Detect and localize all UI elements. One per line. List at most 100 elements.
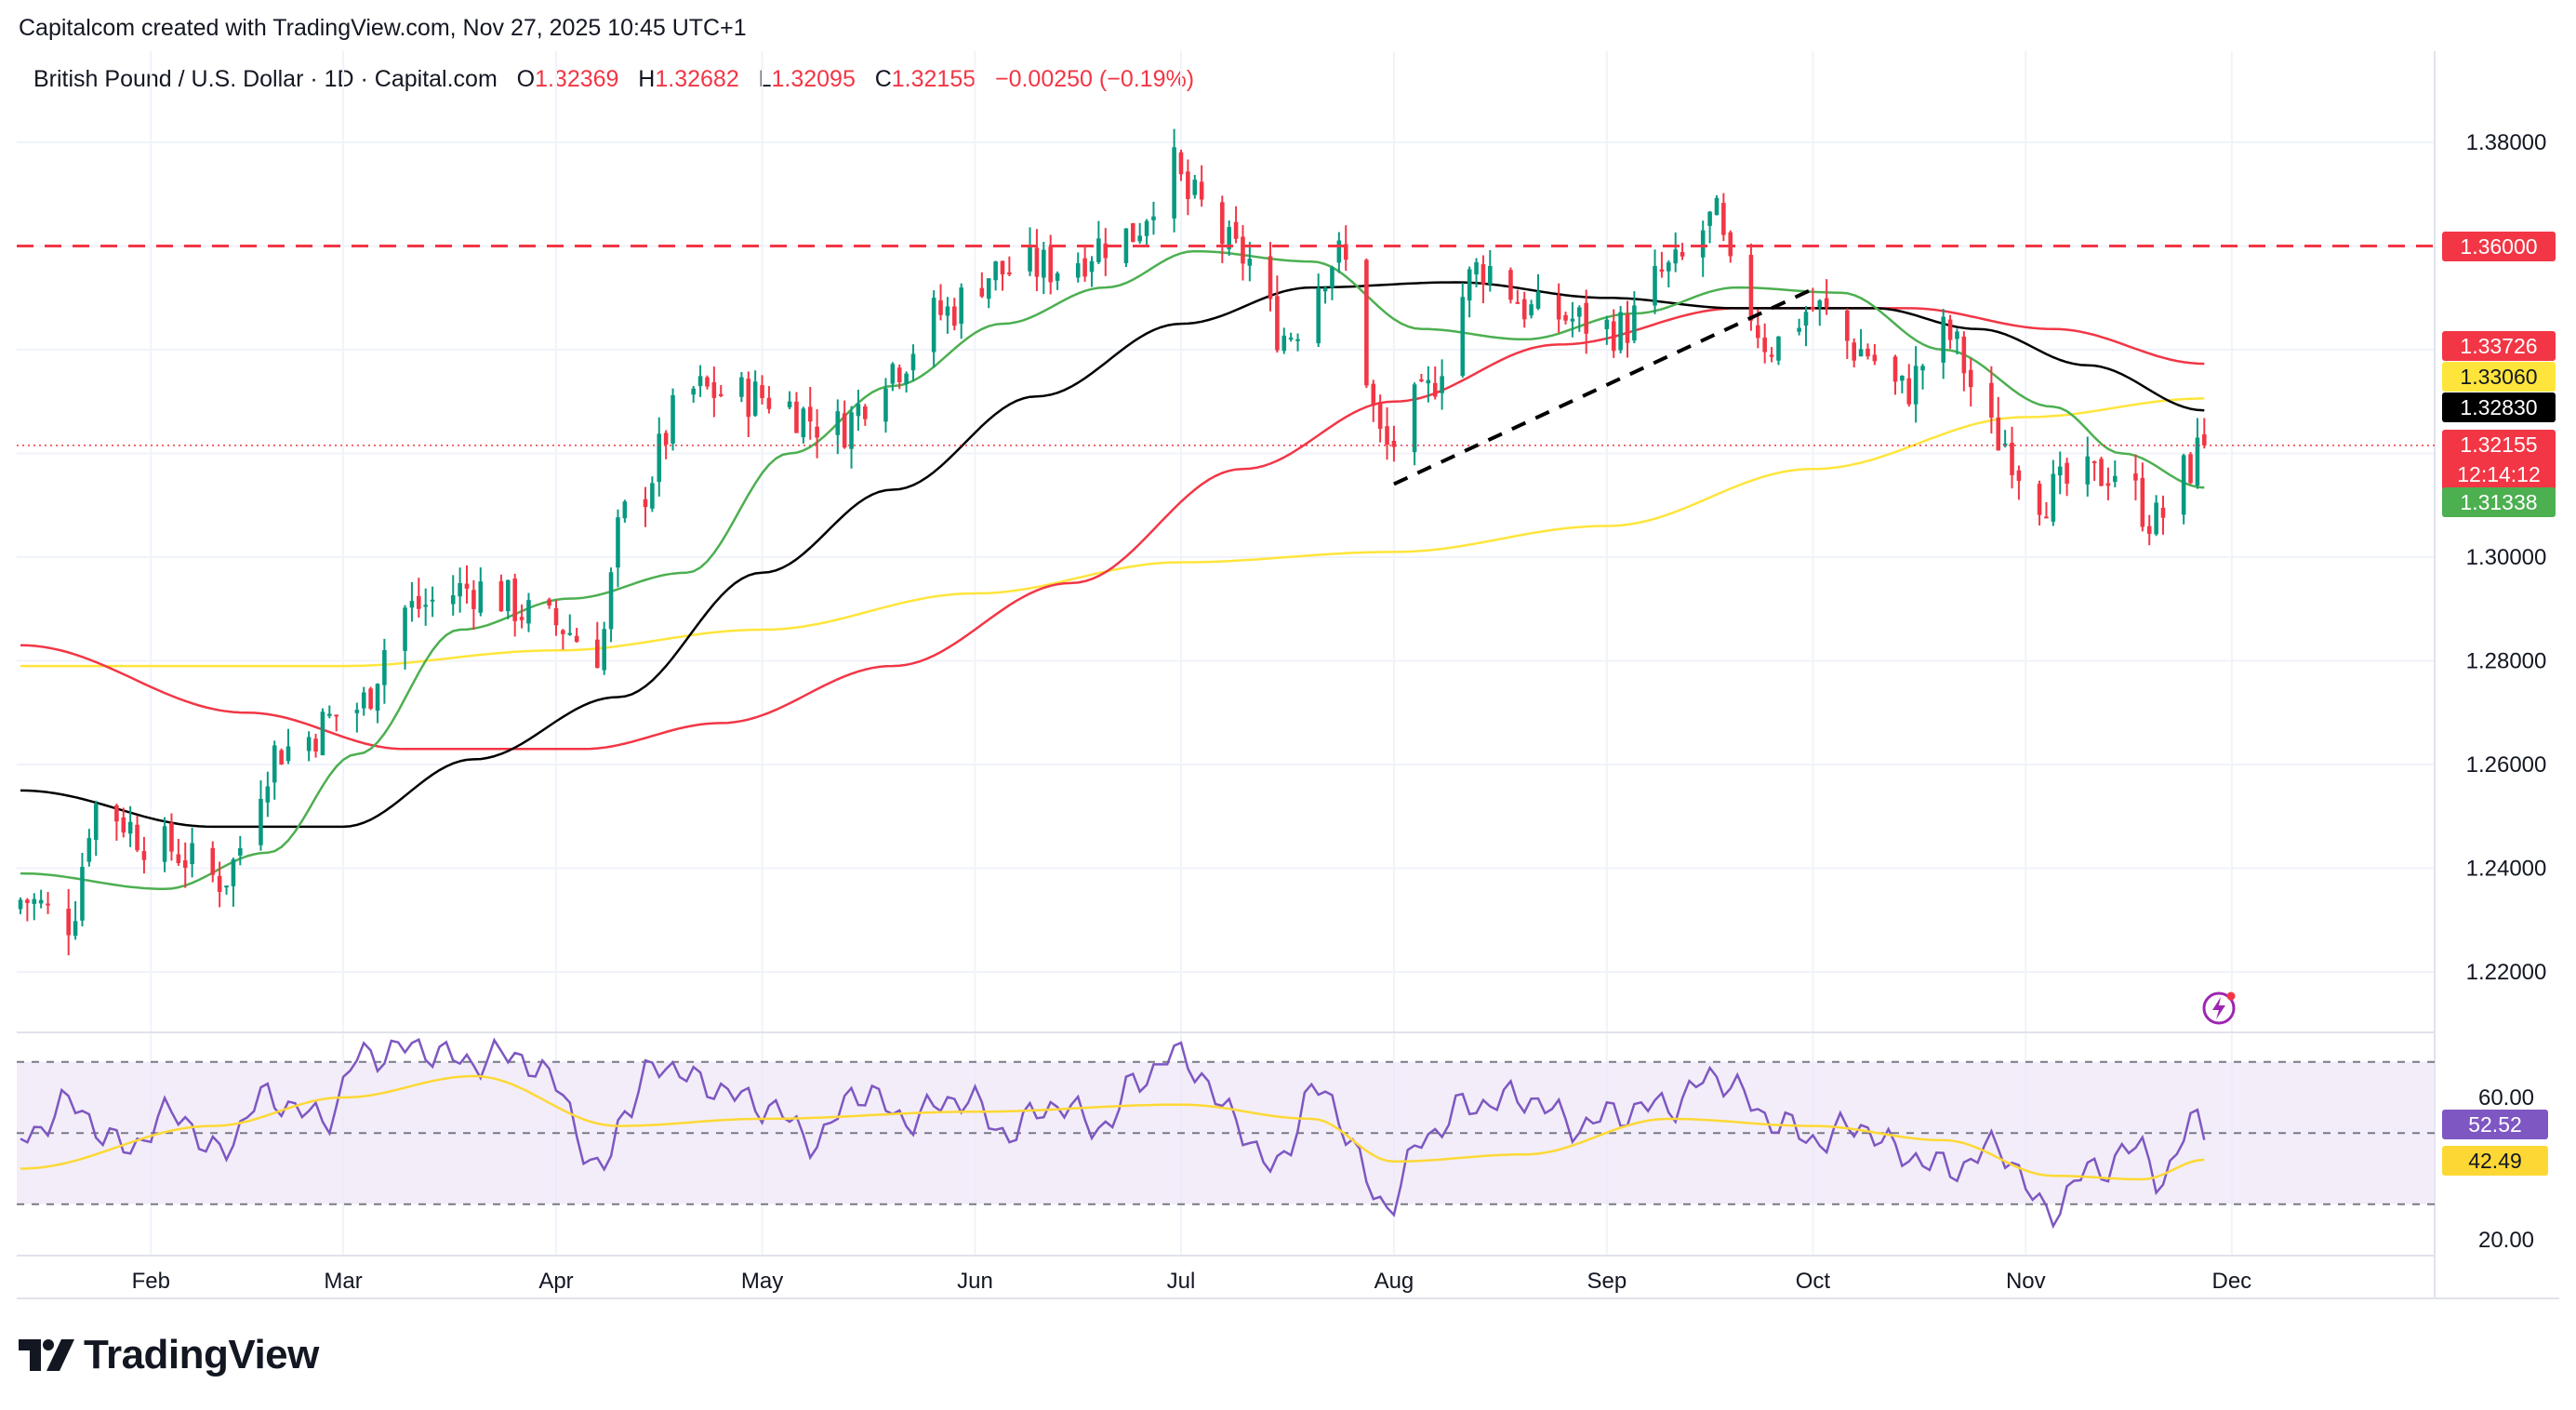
candle-body[interactable] xyxy=(574,635,579,643)
candle-body[interactable] xyxy=(1824,298,1829,308)
candle-body[interactable] xyxy=(1666,262,1671,272)
candle-body[interactable] xyxy=(1968,369,1973,388)
candle-body[interactable] xyxy=(815,426,819,438)
candle-body[interactable] xyxy=(1440,376,1444,393)
candle-body[interactable] xyxy=(1268,256,1273,299)
candle-body[interactable] xyxy=(952,306,957,326)
candle-body[interactable] xyxy=(959,287,963,325)
candle-body[interactable] xyxy=(1570,318,1575,322)
candle-body[interactable] xyxy=(691,388,696,395)
candle-body[interactable] xyxy=(1131,223,1135,243)
candle-body[interactable] xyxy=(1144,220,1149,236)
candle-body[interactable] xyxy=(1227,227,1231,249)
candle-body[interactable] xyxy=(746,379,751,418)
candle-body[interactable] xyxy=(1529,304,1534,316)
candle-body[interactable] xyxy=(1055,273,1060,281)
candle-body[interactable] xyxy=(1584,302,1588,334)
candle-body[interactable] xyxy=(904,373,909,384)
candle-body[interactable] xyxy=(2091,460,2097,463)
candle-body[interactable] xyxy=(1872,354,1878,362)
candle-body[interactable] xyxy=(1199,181,1204,200)
candle-body[interactable] xyxy=(650,483,655,509)
candle-body[interactable] xyxy=(190,843,194,865)
candle-body[interactable] xyxy=(354,710,360,713)
candle-body[interactable] xyxy=(849,412,854,449)
candle-body[interactable] xyxy=(2154,502,2158,535)
candle-body[interactable] xyxy=(2105,483,2111,486)
candle-body[interactable] xyxy=(752,381,758,416)
candle-body[interactable] xyxy=(1900,376,1905,381)
candle-body[interactable] xyxy=(1000,260,1005,275)
candle-body[interactable] xyxy=(1797,327,1801,332)
candle-body[interactable] xyxy=(1762,337,1767,352)
candle-body[interactable] xyxy=(863,406,868,419)
candle-body[interactable] xyxy=(450,595,456,605)
candle-body[interactable] xyxy=(2002,443,2008,446)
candle-body[interactable] xyxy=(1247,259,1253,266)
candle-body[interactable] xyxy=(127,821,133,834)
candle-body[interactable] xyxy=(403,607,407,651)
candle-body[interactable] xyxy=(760,385,764,399)
candle-body[interactable] xyxy=(1089,260,1095,273)
candle-body[interactable] xyxy=(945,306,950,316)
candle-body[interactable] xyxy=(608,572,614,630)
candle-body[interactable] xyxy=(1295,339,1300,341)
candle-body[interactable] xyxy=(2113,475,2118,483)
candle-body[interactable] xyxy=(2099,459,2104,486)
candle-body[interactable] xyxy=(1288,338,1294,340)
candle-body[interactable] xyxy=(553,607,559,626)
candle-body[interactable] xyxy=(1700,230,1706,258)
candle-body[interactable] xyxy=(224,885,229,888)
candle-body[interactable] xyxy=(506,579,511,612)
candle-body[interactable] xyxy=(1322,287,1328,292)
candle-body[interactable] xyxy=(1515,301,1520,304)
candle-body[interactable] xyxy=(1776,336,1781,361)
candle-body[interactable] xyxy=(1426,379,1431,384)
candle-body[interactable] xyxy=(1858,349,1864,357)
candle-body[interactable] xyxy=(2140,477,2145,527)
candle-body[interactable] xyxy=(1941,316,1945,363)
candle-body[interactable] xyxy=(1618,312,1623,351)
candle-body[interactable] xyxy=(458,582,462,597)
candle-body[interactable] xyxy=(1508,270,1513,300)
candle-body[interactable] xyxy=(231,859,236,886)
candle-body[interactable] xyxy=(842,413,847,448)
candle-body[interactable] xyxy=(306,737,312,752)
candle-body[interactable] xyxy=(896,367,902,382)
candle-body[interactable] xyxy=(1653,266,1657,306)
candle-body[interactable] xyxy=(66,908,71,936)
candle-body[interactable] xyxy=(471,590,476,609)
candle-body[interactable] xyxy=(890,364,896,384)
candle-body[interactable] xyxy=(1947,319,1953,340)
tradingview-logo[interactable]: TradingView xyxy=(19,1332,319,1378)
candle-body[interactable] xyxy=(1811,306,1815,310)
candle-body[interactable] xyxy=(279,750,284,765)
candle-body[interactable] xyxy=(1961,336,1967,374)
candle-body[interactable] xyxy=(1316,287,1321,344)
candle-body[interactable] xyxy=(1728,232,1733,257)
candle-body[interactable] xyxy=(697,376,703,387)
candle-body[interactable] xyxy=(657,433,662,483)
candle-body[interactable] xyxy=(1845,310,1850,341)
candle-body[interactable] xyxy=(1391,440,1397,447)
candle-body[interactable] xyxy=(80,866,85,921)
candle-body[interactable] xyxy=(1989,382,1994,418)
candle-body[interactable] xyxy=(910,353,916,371)
candle-body[interactable] xyxy=(979,287,985,297)
candle-body[interactable] xyxy=(1632,305,1637,341)
candle-body[interactable] xyxy=(135,824,139,851)
candle-body[interactable] xyxy=(327,713,332,716)
candle-body[interactable] xyxy=(1892,356,1898,382)
candle-body[interactable] xyxy=(711,381,717,398)
candle-body[interactable] xyxy=(169,822,174,852)
candle-body[interactable] xyxy=(1707,211,1712,226)
candle-body[interactable] xyxy=(1913,366,1919,405)
candle-body[interactable] xyxy=(285,746,291,762)
candle-body[interactable] xyxy=(616,517,620,568)
candle-body[interactable] xyxy=(1803,312,1809,326)
candle-body[interactable] xyxy=(417,595,421,609)
candle-body[interactable] xyxy=(1769,354,1774,357)
candle-body[interactable] xyxy=(561,630,565,634)
candle-body[interactable] xyxy=(320,712,325,756)
candle-body[interactable] xyxy=(2051,473,2056,522)
